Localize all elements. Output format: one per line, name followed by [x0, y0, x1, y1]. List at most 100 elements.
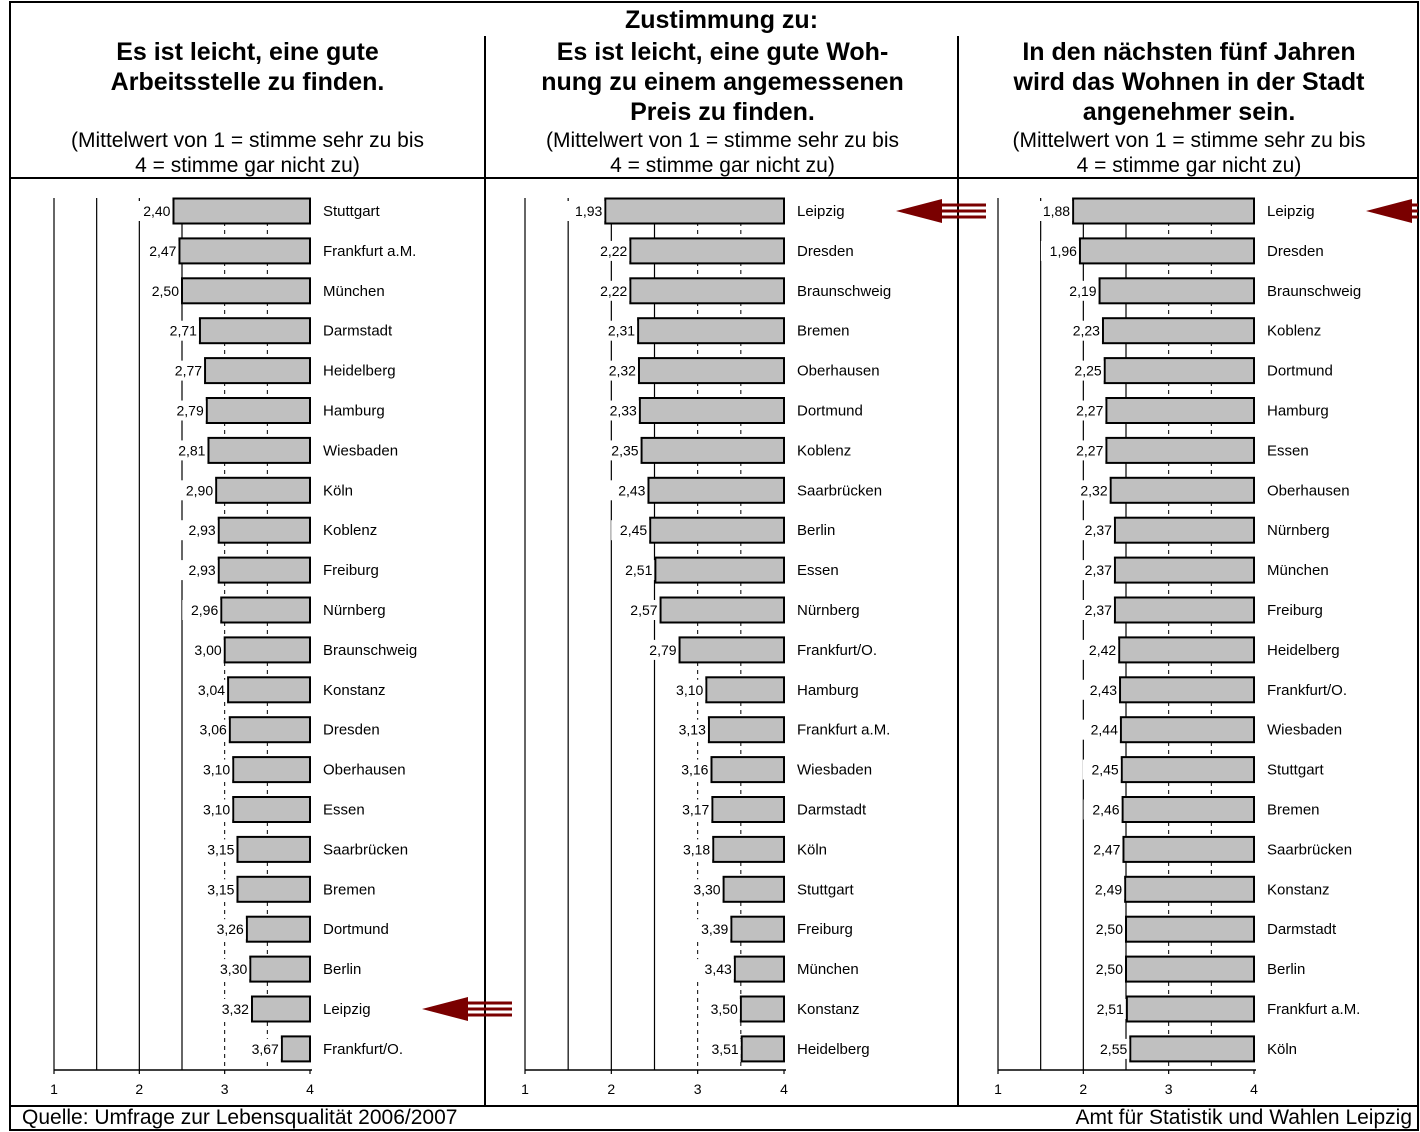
value-label: 3,10	[203, 802, 230, 818]
category-label: Frankfurt/O.	[1267, 682, 1347, 699]
bar-Braunschweig	[629, 277, 785, 305]
category-label: Frankfurt a.M.	[797, 722, 890, 739]
value-label-bg	[702, 1038, 741, 1059]
value-label: 2,49	[1095, 881, 1122, 897]
bar-Essen	[654, 556, 786, 584]
category-label: Nürnberg	[797, 602, 860, 619]
category-label: Darmstadt	[1267, 921, 1337, 938]
bar-Köln	[712, 835, 785, 863]
category-label: Bremen	[1267, 802, 1320, 819]
bar-Oberhausen	[1109, 476, 1256, 504]
bar-Dortmund	[1103, 357, 1255, 385]
main-title: Zustimmung zu:	[624, 6, 819, 34]
value-label: 1,93	[575, 203, 602, 219]
category-label: Braunschweig	[1267, 283, 1361, 300]
bar-Konstanz	[1124, 875, 1255, 903]
value-label: 3,30	[220, 961, 247, 977]
value-label: 2,77	[175, 363, 202, 379]
category-label: Heidelberg	[323, 363, 396, 380]
value-label: 3,18	[683, 841, 710, 857]
category-label: Oberhausen	[323, 762, 406, 779]
bar-Freiburg	[1113, 596, 1255, 624]
bar-Dresden	[1078, 237, 1256, 265]
category-label: Saarbrücken	[323, 841, 408, 858]
x-tick-label: 2	[135, 1081, 143, 1097]
bar-Berlin	[1125, 955, 1255, 983]
category-label: Dresden	[323, 722, 380, 739]
panel-2-note: (Mittelwert von 1 = stimme sehr zu bis 4…	[545, 129, 900, 177]
value-label-bg	[684, 879, 723, 900]
category-label: Essen	[323, 802, 365, 819]
value-label-bg	[1065, 360, 1104, 381]
value-label: 3,51	[711, 1041, 738, 1057]
bar-Frankfurt/O.	[678, 636, 786, 664]
value-label: 3,32	[222, 1001, 249, 1017]
value-label: 3,16	[681, 762, 708, 778]
value-label: 3,00	[194, 642, 221, 658]
bar-München	[733, 955, 785, 983]
bar-Hamburg	[1105, 397, 1255, 424]
value-label-bg	[198, 879, 237, 900]
value-label: 2,22	[600, 283, 627, 299]
bar-Wiesbaden	[207, 436, 312, 464]
value-label: 2,35	[611, 442, 638, 458]
value-label-bg	[1081, 679, 1120, 700]
x-tick-label: 4	[780, 1081, 788, 1097]
value-label-bg	[1060, 280, 1099, 301]
value-label: 3,13	[679, 722, 706, 738]
bar-Nürnberg	[659, 596, 785, 624]
value-label-bg	[1081, 719, 1120, 740]
value-label-bg	[179, 560, 218, 581]
value-label: 3,10	[203, 762, 230, 778]
value-label: 1,96	[1050, 243, 1077, 259]
value-label-bg	[177, 480, 216, 501]
bar-Köln	[1129, 1035, 1256, 1063]
x-tick-label: 1	[994, 1081, 1002, 1097]
value-label: 2,51	[1097, 1001, 1124, 1017]
value-label: 2,32	[1080, 482, 1107, 498]
value-label-bg	[667, 679, 706, 700]
value-label-bg	[674, 839, 713, 860]
bar-Essen	[1105, 436, 1255, 464]
value-label-bg	[1083, 799, 1122, 820]
x-tick-label: 3	[694, 1081, 702, 1097]
category-label: Darmstadt	[323, 323, 393, 340]
value-label: 2,31	[608, 323, 635, 339]
highlight-arrow	[1366, 199, 1418, 223]
category-label: München	[323, 283, 385, 300]
value-label-bg	[1040, 240, 1079, 261]
category-label: Köln	[323, 482, 353, 499]
bar-Frankfurt a.M.	[178, 237, 311, 265]
value-label-bg	[1071, 480, 1110, 501]
value-label-bg	[695, 959, 734, 980]
category-label: Bremen	[323, 881, 376, 898]
category-label: Stuttgart	[1267, 762, 1325, 779]
bar-Frankfurt/O.	[280, 1035, 311, 1063]
category-label: München	[1267, 562, 1329, 579]
value-label: 2,57	[630, 602, 657, 618]
value-label-bg	[609, 480, 648, 501]
category-label: Dresden	[797, 243, 854, 260]
category-label: München	[797, 961, 859, 978]
category-label: Berlin	[797, 522, 835, 539]
highlight-arrow	[422, 997, 512, 1021]
category-label: Dortmund	[1267, 363, 1333, 380]
category-label: Wiesbaden	[1267, 722, 1342, 739]
bar-Freiburg	[217, 556, 311, 584]
panel-1-plot: 1 2 3 4 2,40 Stuttgart 2,47 Frankfurt a.M. 2,50 M…	[50, 197, 512, 1097]
bar-Berlin	[649, 516, 786, 544]
value-label-bg	[185, 639, 224, 660]
bar-Bremen	[1121, 796, 1255, 823]
bar-Saarbrücken	[1122, 835, 1255, 863]
value-label: 2,93	[188, 562, 215, 578]
value-label: 2,93	[188, 522, 215, 538]
category-label: Konstanz	[797, 1001, 860, 1018]
value-label-bg	[1067, 440, 1106, 461]
category-label: Freiburg	[1267, 602, 1323, 619]
bar-Koblenz	[640, 436, 785, 464]
value-label: 2,22	[600, 243, 627, 259]
value-label: 2,50	[1096, 921, 1123, 937]
value-label-bg	[600, 400, 639, 421]
category-label: Koblenz	[797, 442, 851, 459]
category-label: Essen	[1267, 442, 1309, 459]
